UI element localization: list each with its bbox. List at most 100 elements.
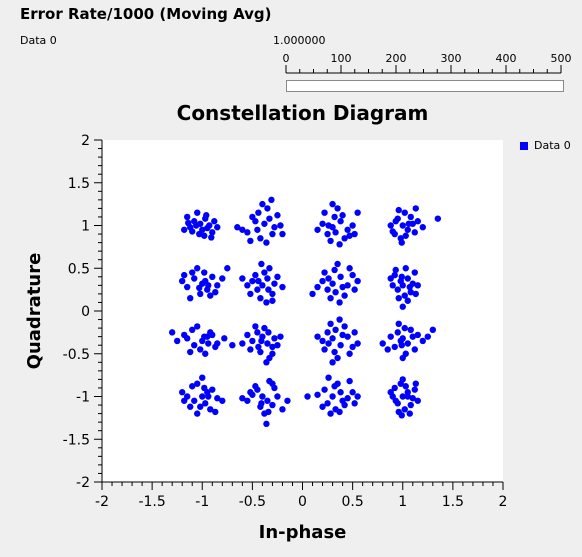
data-point <box>279 283 286 291</box>
data-point <box>344 395 351 402</box>
data-point <box>201 333 208 340</box>
data-point <box>429 326 437 334</box>
data-point <box>277 222 284 229</box>
x-tick-label: -2 <box>95 494 109 510</box>
data-point <box>349 343 356 351</box>
data-point <box>339 331 346 339</box>
error-rate-value: 1.000000 <box>273 34 326 47</box>
data-points <box>168 196 442 428</box>
data-point <box>194 380 201 387</box>
y-tick-label: 1.5 <box>68 176 90 192</box>
data-point <box>401 209 408 216</box>
data-point <box>207 329 214 336</box>
data-point <box>414 282 421 289</box>
data-point <box>219 397 226 404</box>
data-point <box>314 283 321 291</box>
data-point <box>173 337 181 345</box>
data-point <box>398 412 405 419</box>
scale-tick-label: 500 <box>551 52 572 65</box>
data-point <box>329 280 336 287</box>
x-tick-label: 0 <box>298 494 307 510</box>
error-rate-bar <box>286 80 564 92</box>
data-point <box>387 222 394 229</box>
data-point <box>258 337 265 345</box>
data-point <box>255 277 262 285</box>
data-point <box>269 230 276 238</box>
data-point <box>337 273 344 280</box>
data-point <box>412 380 419 387</box>
data-point <box>181 397 188 404</box>
error-rate-scale: 0 100 200 300 400 500 <box>283 52 572 74</box>
data-point <box>331 213 338 221</box>
data-point <box>346 265 353 272</box>
data-point <box>214 224 221 231</box>
data-point <box>304 393 311 400</box>
data-point <box>404 393 411 400</box>
data-point <box>207 406 214 413</box>
x-tick-label: 2 <box>499 494 508 510</box>
data-point <box>332 229 339 236</box>
data-point <box>257 294 264 302</box>
data-point <box>384 346 391 353</box>
data-point <box>395 320 402 328</box>
data-point <box>212 288 219 296</box>
data-point <box>184 213 191 221</box>
data-point <box>346 350 353 357</box>
data-point <box>329 359 336 366</box>
data-point <box>324 286 331 293</box>
data-point <box>405 220 412 227</box>
data-point <box>309 290 316 298</box>
data-point <box>168 329 176 336</box>
data-point <box>387 333 394 340</box>
data-point <box>387 275 394 282</box>
y-tick-label: 2 <box>81 133 90 149</box>
data-point <box>271 280 278 287</box>
data-point <box>327 237 334 245</box>
data-point <box>244 282 251 289</box>
plot-area <box>102 140 503 482</box>
data-point <box>263 420 270 428</box>
x-tick-label: -1.5 <box>138 494 165 510</box>
data-point <box>351 286 358 293</box>
data-point <box>336 316 343 323</box>
data-point <box>391 343 398 351</box>
data-point <box>265 286 272 293</box>
data-point <box>203 212 210 219</box>
data-point <box>329 200 336 208</box>
data-point <box>394 329 401 336</box>
data-point <box>181 271 188 279</box>
data-point <box>334 354 341 362</box>
data-point <box>339 283 346 291</box>
data-point <box>324 400 331 407</box>
y-tick-label: 1 <box>81 219 90 235</box>
data-point <box>319 337 326 345</box>
data-point <box>263 239 270 246</box>
data-point <box>187 348 194 356</box>
data-point <box>344 282 351 289</box>
y-tick-label: 0 <box>81 304 90 320</box>
data-point <box>194 209 201 216</box>
data-point <box>211 218 218 225</box>
legend: Data 0 <box>520 139 571 152</box>
error-rate-series-label: Data 0 <box>20 34 57 47</box>
data-point <box>399 393 406 400</box>
x-tick-label: 0.5 <box>341 494 363 510</box>
data-point <box>194 265 201 272</box>
data-point <box>324 329 331 336</box>
scale-tick-label: 200 <box>386 52 407 65</box>
data-point <box>255 209 262 216</box>
x-tick-label: -1 <box>195 494 209 510</box>
data-point <box>341 292 348 299</box>
data-point <box>414 218 421 225</box>
data-point <box>346 232 353 239</box>
data-point <box>271 224 278 231</box>
data-point <box>264 397 271 404</box>
data-point <box>332 326 339 334</box>
data-point <box>339 397 346 404</box>
data-point <box>314 391 321 398</box>
data-point <box>261 324 268 332</box>
data-point <box>402 383 409 390</box>
data-point <box>319 277 326 285</box>
data-point <box>247 346 254 353</box>
data-point <box>337 389 344 396</box>
